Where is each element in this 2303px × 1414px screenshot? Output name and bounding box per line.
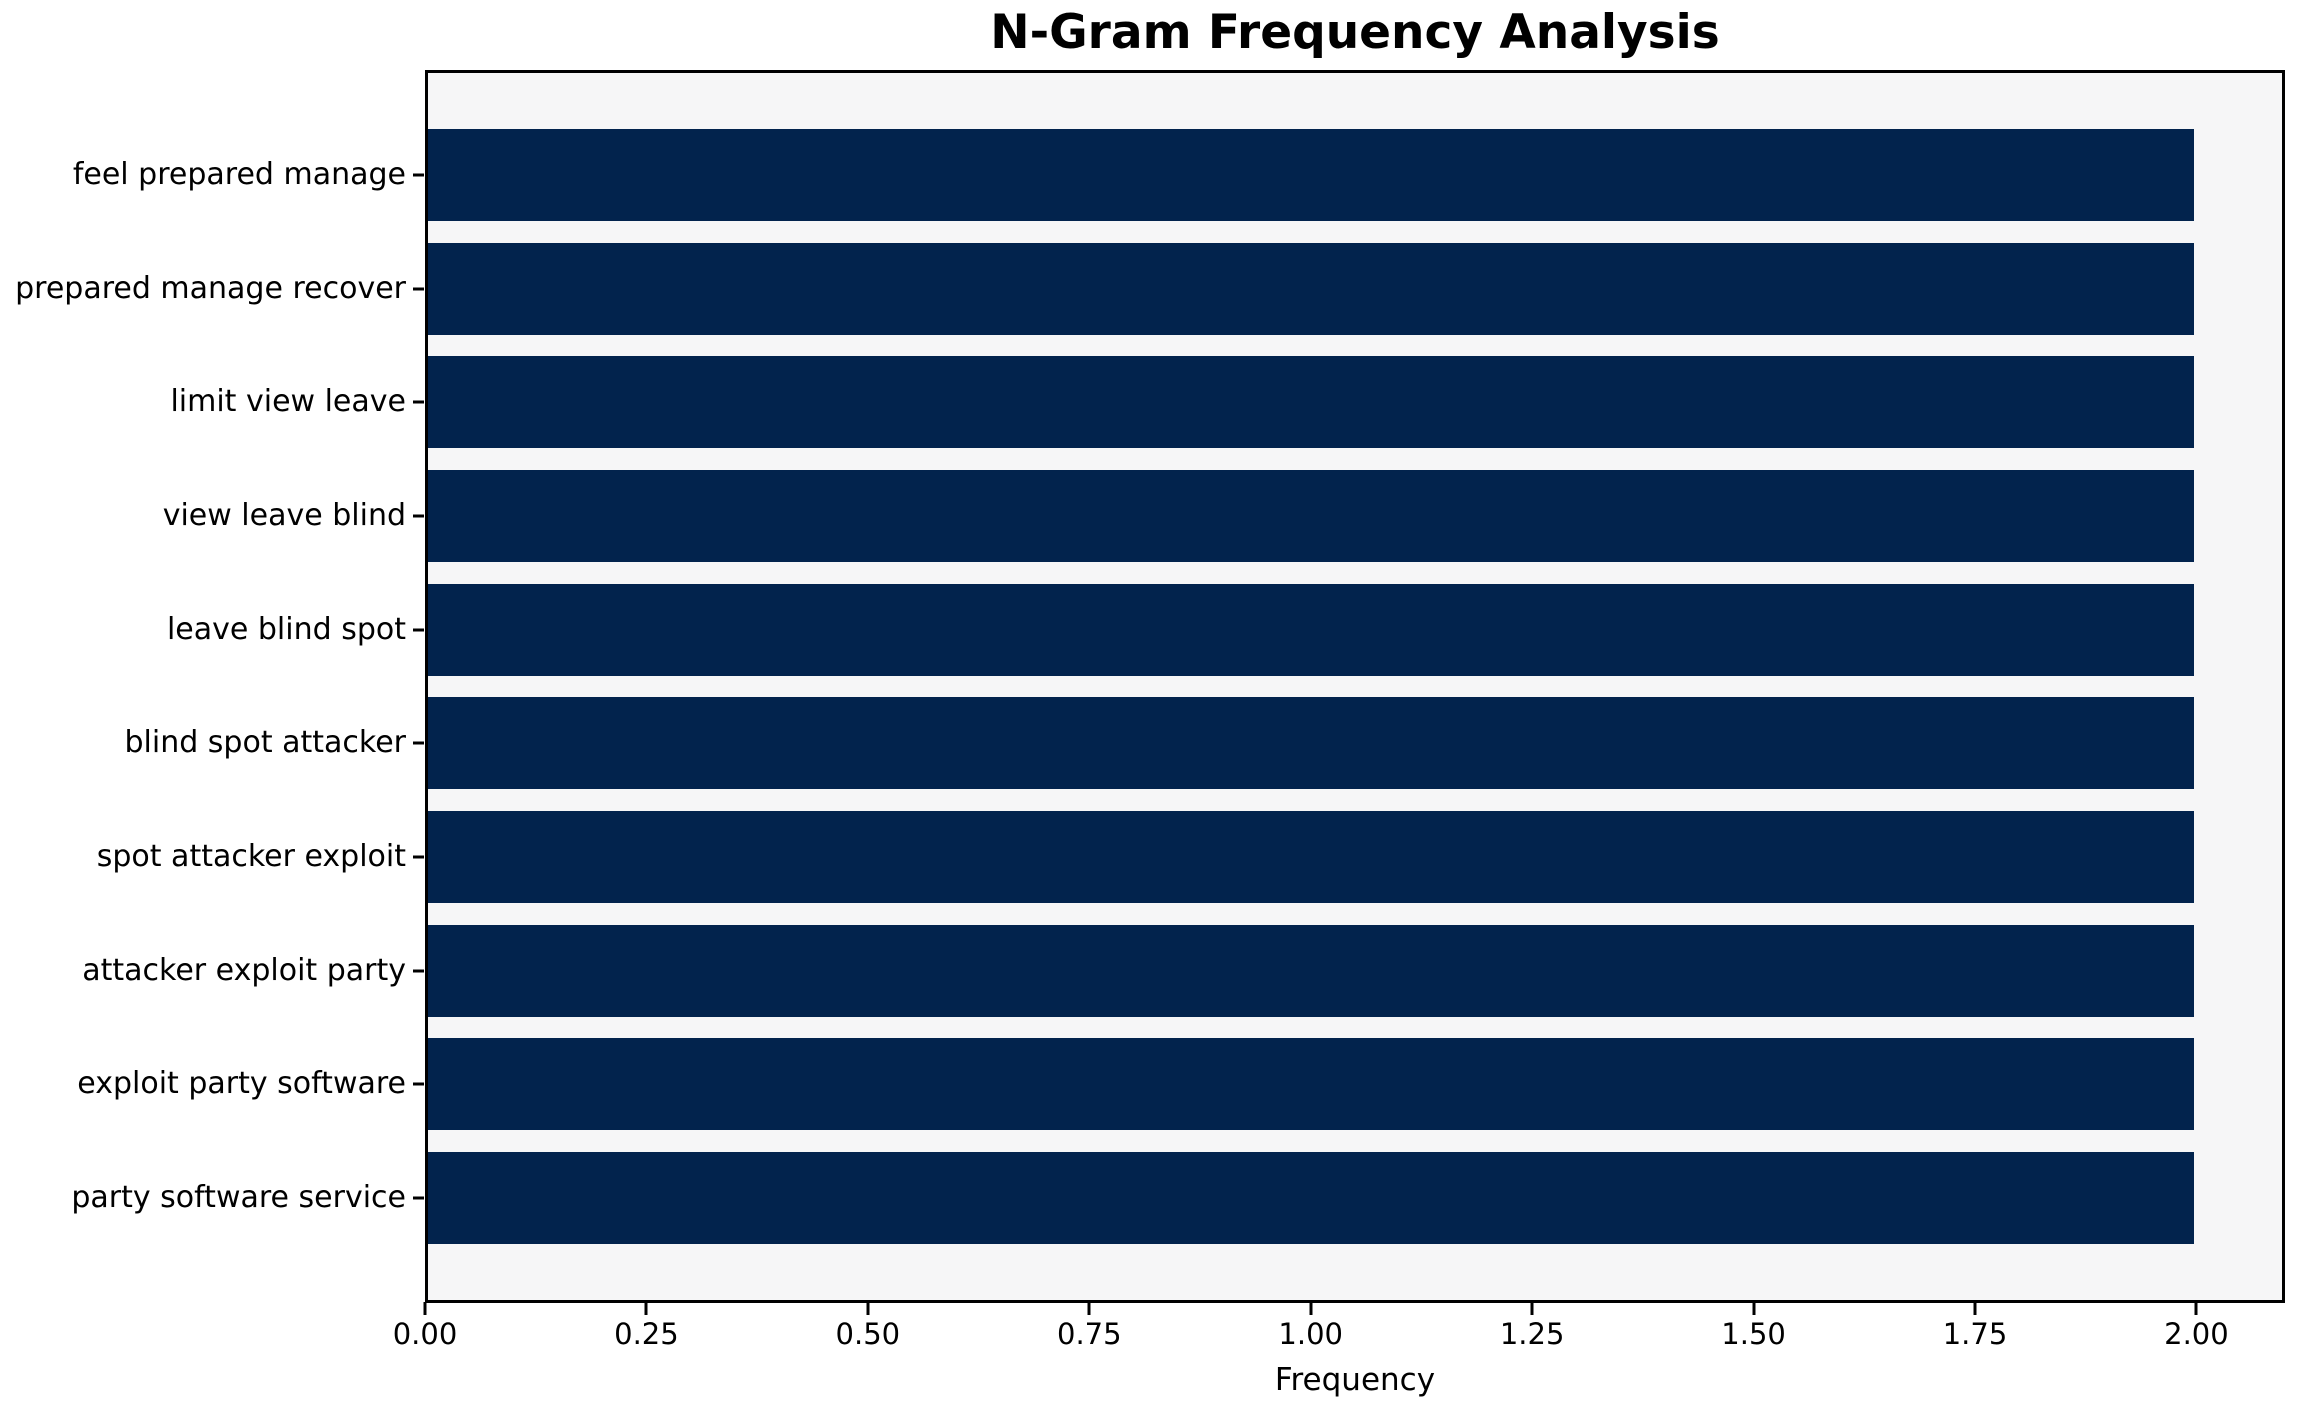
x-tick-mark <box>1752 1302 1756 1315</box>
y-tick-label: prepared manage recover <box>15 270 406 306</box>
y-tick-mark <box>413 969 424 973</box>
y-tick-mark <box>413 855 424 859</box>
y-tick-label: limit view leave <box>170 384 406 420</box>
bar <box>428 1038 2194 1131</box>
bar <box>428 469 2194 562</box>
x-tick-mark <box>866 1302 870 1315</box>
bar <box>428 583 2194 676</box>
x-tick-label: 1.25 <box>1499 1317 1565 1351</box>
y-tick-mark <box>413 628 424 632</box>
y-tick-mark <box>413 514 424 518</box>
bar <box>428 128 2194 221</box>
y-tick-label: party software service <box>71 1180 406 1216</box>
bar-row: feel prepared manage <box>73 118 2282 232</box>
x-tick-mark <box>2194 1302 2198 1315</box>
y-tick-label: attacker exploit party <box>82 952 406 988</box>
x-tick-label: 0.50 <box>835 1317 901 1351</box>
x-tick-mark <box>1973 1302 1977 1315</box>
x-tick-mark <box>1309 1302 1313 1315</box>
x-tick-label: 0.25 <box>614 1317 679 1351</box>
y-tick-label: feel prepared manage <box>72 156 406 192</box>
bar-row: blind spot attacker <box>124 687 2282 801</box>
x-tick-mark <box>1087 1302 1091 1315</box>
y-tick-mark <box>413 741 424 745</box>
bar <box>428 924 2194 1017</box>
y-tick-label: spot attacker exploit <box>96 839 406 875</box>
bar-row: prepared manage recover <box>15 232 2282 346</box>
y-tick-mark <box>413 1082 424 1086</box>
bar <box>428 811 2194 904</box>
bar <box>428 697 2194 790</box>
y-tick-label: view leave blind <box>162 497 406 533</box>
chart-title: N-Gram Frequency Analysis <box>990 5 1720 60</box>
x-tick-label: 0.75 <box>1056 1317 1122 1351</box>
x-tick-mark <box>423 1302 427 1315</box>
x-tick-label: 2.00 <box>2164 1317 2229 1351</box>
x-tick-label: 1.75 <box>1942 1317 2008 1351</box>
plot-area: feel prepared manage prepared manage reco… <box>15 70 2285 1303</box>
y-tick-mark <box>413 1196 424 1200</box>
bar-row: leave blind spot <box>167 573 2282 687</box>
x-tick-label: 1.50 <box>1721 1317 1786 1351</box>
y-tick-label: blind spot attacker <box>124 725 406 761</box>
bar <box>428 242 2194 335</box>
bar-row: limit view leave <box>170 345 2282 459</box>
plot-rows: feel prepared manage prepared manage reco… <box>15 73 2282 1300</box>
x-axis-label: Frequency <box>1274 1362 1436 1398</box>
bar-row: party software service <box>71 1141 2282 1255</box>
x-tick-mark <box>1530 1302 1534 1315</box>
y-tick-mark <box>413 173 424 177</box>
bar <box>428 356 2194 449</box>
x-tick-label: 0.00 <box>392 1317 458 1351</box>
y-tick-label: exploit party software <box>77 1066 406 1102</box>
bar-row: spot attacker exploit <box>97 800 2282 914</box>
x-tick-label: 1.00 <box>1278 1317 1343 1351</box>
bar-row: exploit party software <box>77 1028 2282 1142</box>
bar-row: attacker exploit party <box>82 914 2282 1028</box>
y-tick-mark <box>413 400 424 404</box>
y-tick-label: leave blind spot <box>166 611 406 647</box>
bar-row: view leave blind <box>163 459 2282 573</box>
y-tick-mark <box>413 287 424 291</box>
bar <box>428 1152 2194 1245</box>
x-tick-mark <box>644 1302 648 1315</box>
